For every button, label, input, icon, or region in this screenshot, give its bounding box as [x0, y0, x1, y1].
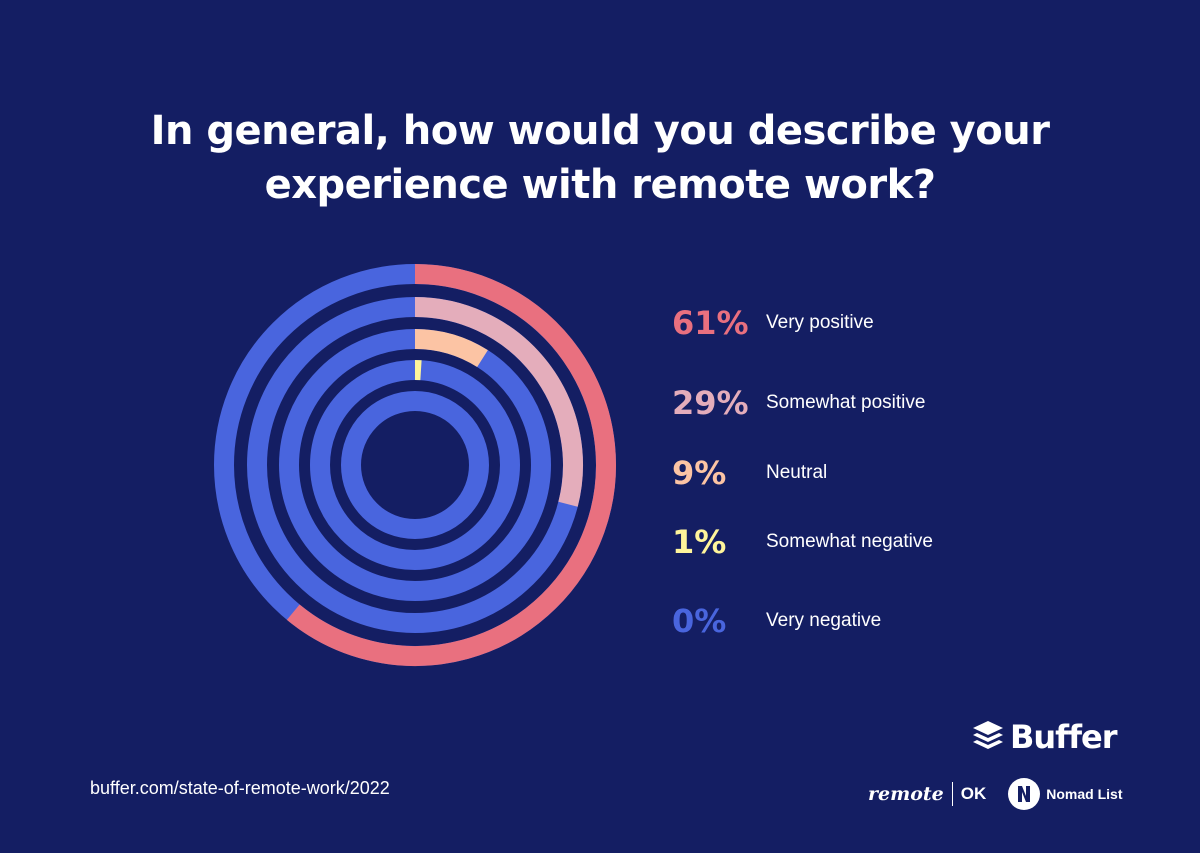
buffer-logo: Buffer: [972, 718, 1117, 756]
nomad-list-icon: [1008, 778, 1041, 810]
legend-label: Somewhat positive: [766, 392, 926, 413]
radial-bar-chart: [214, 264, 616, 666]
source-url: buffer.com/state-of-remote-work/2022: [90, 778, 390, 798]
legend-label: Neutral: [766, 462, 828, 483]
remote-ok-suffix: OK: [960, 784, 987, 803]
chart-title-line-2: experience with remote work?: [264, 162, 936, 208]
nomad-list-wordmark: Nomad List: [1046, 786, 1123, 802]
legend-label: Very negative: [766, 610, 882, 631]
remote-ok-logo: remote: [868, 783, 944, 805]
legend-value: 0%: [672, 602, 727, 640]
legend-label: Very positive: [766, 312, 874, 333]
chart-title: In general, how would you describe your …: [0, 104, 1200, 212]
legend-value: 29%: [672, 384, 749, 422]
buffer-stack-icon: [973, 721, 1003, 749]
ring-value-somewhat-positive: [414, 297, 583, 507]
legend-value: 1%: [672, 523, 727, 561]
ring-track-4: [341, 391, 489, 539]
legend-item-somewhat-negative: 1% Somewhat negative: [672, 522, 933, 562]
legend-label: Somewhat negative: [766, 531, 933, 552]
legend-value: 61%: [672, 304, 749, 342]
chart-title-line-1: In general, how would you describe your: [150, 108, 1050, 154]
partner-logos: remote OK Nomad List: [868, 778, 1122, 810]
legend-item-somewhat-positive: 29% Somewhat positive: [672, 383, 925, 423]
legend-item-very-negative: 0% Very negative: [672, 601, 881, 641]
ring-value-very-positive: [286, 264, 616, 666]
ring-value-neutral: [414, 329, 488, 368]
divider: [951, 782, 953, 806]
legend-item-neutral: 9% Neutral: [672, 453, 827, 493]
legend-item-very-positive: 61% Very positive: [672, 303, 874, 343]
legend-value: 9%: [672, 454, 727, 492]
buffer-wordmark: Buffer: [1010, 718, 1117, 756]
